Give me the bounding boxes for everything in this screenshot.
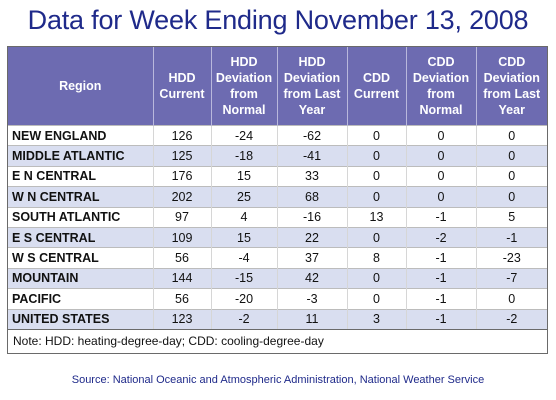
cell-hdd-current: 126 [153,124,212,146]
cell-hdd-deviation-last-year: 22 [277,226,348,248]
cell-region: W N CENTRAL [8,186,154,208]
table-note: Note: HDD: heating-degree-day; CDD: cool… [8,328,547,353]
cell-hdd-current: 144 [153,267,212,289]
cell-cdd-deviation-normal: -1 [406,267,477,289]
table-row: SOUTH ATLANTIC 97 4 -16 13 -1 5 [8,206,547,228]
cell-cdd-deviation-last-year: 5 [476,206,547,228]
cell-cdd-deviation-last-year: -2 [476,308,547,329]
cell-cdd-deviation-last-year: -23 [476,247,547,269]
data-table-container: Region HDD Current HDD Deviation from No… [7,46,548,354]
header-cdd-deviation-normal: CDD Deviation from Normal [406,47,477,126]
page-title: Data for Week Ending November 13, 2008 [27,5,529,35]
cell-cdd-current: 0 [347,124,407,146]
cell-hdd-deviation-normal: -24 [211,124,278,146]
cell-hdd-current: 97 [153,206,212,228]
cell-hdd-deviation-last-year: -41 [277,145,348,167]
cell-hdd-deviation-last-year: 42 [277,267,348,289]
cell-cdd-deviation-last-year: 0 [476,165,547,187]
cell-cdd-deviation-normal: 0 [406,145,477,167]
table-row: E S CENTRAL 109 15 22 0 -2 -1 [8,226,547,248]
header-cdd-deviation-last-year: CDD Deviation from Last Year [476,47,547,126]
cell-region: MIDDLE ATLANTIC [8,145,154,167]
cell-cdd-current: 3 [347,308,407,329]
cell-cdd-current: 0 [347,226,407,248]
cell-cdd-deviation-normal: -2 [406,226,477,248]
cell-hdd-deviation-normal: 25 [211,186,278,208]
cell-hdd-deviation-normal: -18 [211,145,278,167]
cell-hdd-deviation-last-year: 68 [277,186,348,208]
cell-hdd-current: 176 [153,165,212,187]
cell-cdd-current: 0 [347,165,407,187]
cell-hdd-current: 56 [153,288,212,310]
table-row: MIDDLE ATLANTIC 125 -18 -41 0 0 0 [8,145,547,167]
cell-cdd-current: 0 [347,186,407,208]
cell-hdd-deviation-normal: -4 [211,247,278,269]
cell-hdd-deviation-normal: -15 [211,267,278,289]
table-row: E N CENTRAL 176 15 33 0 0 0 [8,165,547,187]
cell-hdd-current: 56 [153,247,212,269]
cell-region: W S CENTRAL [8,247,154,269]
cell-hdd-deviation-last-year: 33 [277,165,348,187]
cell-region: E N CENTRAL [8,165,154,187]
cell-cdd-deviation-normal: 0 [406,124,477,146]
cell-cdd-deviation-normal: -1 [406,308,477,329]
cell-cdd-deviation-normal: -1 [406,288,477,310]
cell-hdd-deviation-normal: 15 [211,165,278,187]
table-row: PACIFIC 56 -20 -3 0 -1 0 [8,288,547,310]
cell-cdd-current: 13 [347,206,407,228]
table-header-row: Region HDD Current HDD Deviation from No… [8,47,547,126]
cell-cdd-deviation-last-year: -7 [476,267,547,289]
cell-hdd-deviation-normal: -20 [211,288,278,310]
cell-hdd-current: 109 [153,226,212,248]
cell-region: UNITED STATES [8,308,154,329]
table-row: NEW ENGLAND 126 -24 -62 0 0 0 [8,124,547,146]
table-row: W S CENTRAL 56 -4 37 8 -1 -23 [8,247,547,269]
cell-cdd-deviation-normal: -1 [406,247,477,269]
cell-region: E S CENTRAL [8,226,154,248]
table-body: NEW ENGLAND 126 -24 -62 0 0 0 MIDDLE ATLANTIC 12… [8,124,547,329]
cell-cdd-current: 0 [347,288,407,310]
cell-cdd-deviation-normal: 0 [406,165,477,187]
cell-cdd-deviation-normal: -1 [406,206,477,228]
cell-hdd-deviation-normal: -2 [211,308,278,329]
cell-cdd-deviation-last-year: 0 [476,145,547,167]
cell-hdd-current: 202 [153,186,212,208]
cell-cdd-deviation-last-year: -1 [476,226,547,248]
cell-region: PACIFIC [8,288,154,310]
cell-region: MOUNTAIN [8,267,154,289]
table-row: UNITED STATES 123 -2 11 3 -1 -2 [8,308,547,329]
cell-region: NEW ENGLAND [8,124,154,146]
cell-cdd-current: 0 [347,145,407,167]
cell-hdd-deviation-normal: 15 [211,226,278,248]
header-hdd-current: HDD Current [153,47,212,126]
cell-cdd-deviation-last-year: 0 [476,124,547,146]
cell-hdd-deviation-last-year: -16 [277,206,348,228]
cell-region: SOUTH ATLANTIC [8,206,154,228]
header-hdd-deviation-last-year: HDD Deviation from Last Year [277,47,348,126]
cell-hdd-deviation-normal: 4 [211,206,278,228]
header-region: Region [8,47,154,126]
cell-hdd-current: 125 [153,145,212,167]
cell-cdd-current: 0 [347,267,407,289]
table-row: MOUNTAIN 144 -15 42 0 -1 -7 [8,267,547,289]
header-hdd-deviation-normal: HDD Deviation from Normal [211,47,278,126]
cell-hdd-deviation-last-year: 37 [277,247,348,269]
header-cdd-current: CDD Current [347,47,407,126]
cell-cdd-deviation-normal: 0 [406,186,477,208]
cell-hdd-deviation-last-year: -62 [277,124,348,146]
cell-hdd-deviation-last-year: -3 [277,288,348,310]
cell-hdd-current: 123 [153,308,212,329]
cell-hdd-deviation-last-year: 11 [277,308,348,329]
source-credit: Source: National Oceanic and Atmospheric… [71,374,485,386]
table-row: W N CENTRAL 202 25 68 0 0 0 [8,186,547,208]
cell-cdd-current: 8 [347,247,407,269]
cell-cdd-deviation-last-year: 0 [476,288,547,310]
cell-cdd-deviation-last-year: 0 [476,186,547,208]
weather-data-table: Region HDD Current HDD Deviation from No… [8,47,547,329]
